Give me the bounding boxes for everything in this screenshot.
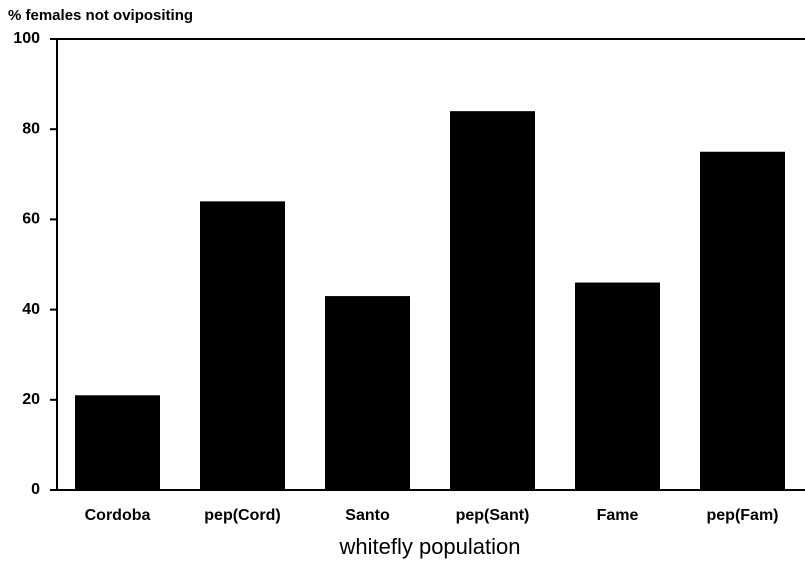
x-tick-label: pep(Cord): [204, 507, 280, 524]
bar: [700, 151, 785, 490]
x-tick-label: pep(Sant): [456, 507, 530, 524]
y-tick-label: 60: [22, 211, 40, 228]
y-axis-label: % females not ovipositing: [8, 7, 193, 24]
y-tick-label: 100: [13, 30, 40, 47]
y-tick-label: 80: [22, 120, 40, 137]
bar: [200, 201, 285, 491]
x-axis-label: whitefly population: [338, 534, 520, 559]
y-tick-label: 0: [31, 481, 40, 498]
bar: [325, 296, 410, 490]
y-tick-label: 40: [22, 301, 40, 318]
x-tick-label: pep(Fam): [707, 507, 779, 524]
bar: [450, 111, 535, 490]
bar: [575, 282, 660, 490]
x-tick-label: Cordoba: [85, 507, 151, 524]
y-tick-label: 20: [22, 391, 40, 408]
bar: [75, 395, 160, 490]
x-tick-label: Santo: [345, 507, 390, 524]
x-tick-label: Fame: [597, 507, 639, 524]
